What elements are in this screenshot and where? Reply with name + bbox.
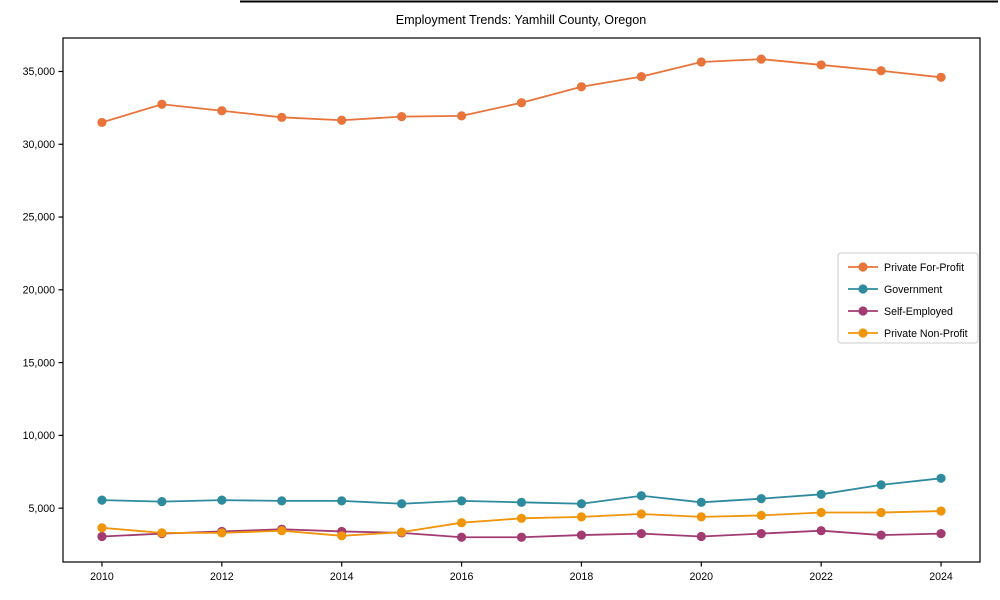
legend-label: Private For-Profit — [884, 262, 964, 274]
series-line-private-for-profit — [101, 58, 942, 124]
data-point-private-non-profit — [157, 528, 167, 538]
y-tick-label: 25,000 — [23, 212, 56, 224]
data-point-government — [576, 499, 587, 509]
data-point-private-for-profit — [876, 66, 886, 76]
data-point-private-for-profit — [277, 112, 287, 122]
data-point-private-for-profit — [157, 99, 167, 109]
x-tick-label: 2024 — [929, 571, 953, 583]
data-point-private-for-profit — [217, 106, 227, 116]
data-point-private-non-profit — [277, 526, 287, 536]
data-point-self-employed — [936, 529, 946, 539]
data-point-self-employed — [576, 530, 587, 540]
data-point-government — [816, 489, 826, 499]
data-point-self-employed — [816, 526, 826, 536]
x-tick-label: 2014 — [330, 571, 354, 583]
data-point-self-employed — [456, 532, 467, 542]
data-point-self-employed — [636, 529, 646, 539]
data-point-self-employed — [756, 529, 766, 539]
x-tick-label: 2016 — [450, 571, 474, 583]
legend-label: Private Non-Profit — [884, 328, 968, 340]
legend-marker-dot — [858, 328, 868, 338]
legend-marker-dot — [858, 306, 868, 316]
legend-marker-dot — [858, 284, 868, 294]
data-point-government — [696, 497, 706, 507]
y-tick-label: 20,000 — [23, 285, 56, 297]
data-point-private-for-profit — [456, 111, 467, 121]
data-point-private-non-profit — [217, 528, 227, 538]
data-point-private-non-profit — [456, 518, 467, 528]
data-point-private-for-profit — [936, 72, 946, 82]
plot-frame — [62, 37, 981, 563]
y-tick-label: 5,000 — [28, 503, 55, 515]
x-tick-label: 2020 — [690, 571, 714, 583]
data-point-private-non-profit — [516, 513, 527, 523]
chart-title: Employment Trends: Yamhill County, Orego… — [396, 13, 647, 27]
data-point-private-for-profit — [337, 115, 347, 125]
data-point-private-non-profit — [636, 509, 646, 519]
data-point-self-employed — [876, 530, 886, 540]
data-point-private-non-profit — [816, 507, 826, 518]
data-point-government — [157, 496, 167, 507]
y-tick-label: 15,000 — [23, 357, 56, 369]
data-point-government — [337, 496, 347, 506]
data-point-government — [936, 473, 946, 483]
data-point-self-employed — [516, 532, 527, 542]
data-point-government — [636, 491, 646, 501]
legend-label: Government — [884, 284, 942, 296]
x-tick-label: 2012 — [210, 571, 234, 583]
legend-box — [837, 252, 979, 344]
data-point-private-for-profit — [696, 57, 706, 67]
legend-label: Self-Employed — [884, 306, 953, 318]
y-tick-label: 30,000 — [23, 139, 56, 151]
data-point-private-non-profit — [397, 527, 407, 537]
data-point-private-non-profit — [576, 512, 587, 522]
data-point-private-for-profit — [97, 117, 107, 128]
data-point-private-for-profit — [397, 112, 407, 122]
data-point-private-for-profit — [636, 71, 646, 82]
data-point-private-non-profit — [696, 512, 706, 522]
data-point-government — [277, 496, 287, 506]
y-tick-label: 10,000 — [23, 430, 56, 442]
data-point-private-non-profit — [97, 523, 107, 533]
data-point-government — [217, 495, 227, 505]
data-point-private-non-profit — [936, 506, 946, 516]
data-point-self-employed — [696, 531, 706, 542]
data-point-private-for-profit — [576, 82, 587, 92]
data-point-private-non-profit — [876, 507, 886, 518]
data-point-private-for-profit — [816, 60, 826, 70]
data-point-government — [516, 497, 527, 507]
data-point-government — [97, 495, 107, 505]
x-tick-label: 2010 — [90, 571, 114, 583]
data-point-private-for-profit — [516, 98, 527, 108]
data-point-government — [756, 494, 766, 504]
x-tick-label: 2018 — [570, 571, 594, 583]
x-tick-label: 2022 — [809, 571, 833, 583]
data-point-government — [456, 496, 467, 506]
data-point-self-employed — [97, 531, 107, 542]
y-tick-label: 35,000 — [23, 66, 56, 78]
data-point-private-non-profit — [337, 531, 347, 541]
data-point-private-non-profit — [756, 510, 766, 521]
data-point-private-for-profit — [756, 54, 766, 64]
legend-marker-dot — [858, 262, 868, 272]
data-point-government — [876, 480, 886, 490]
data-point-government — [397, 499, 407, 509]
